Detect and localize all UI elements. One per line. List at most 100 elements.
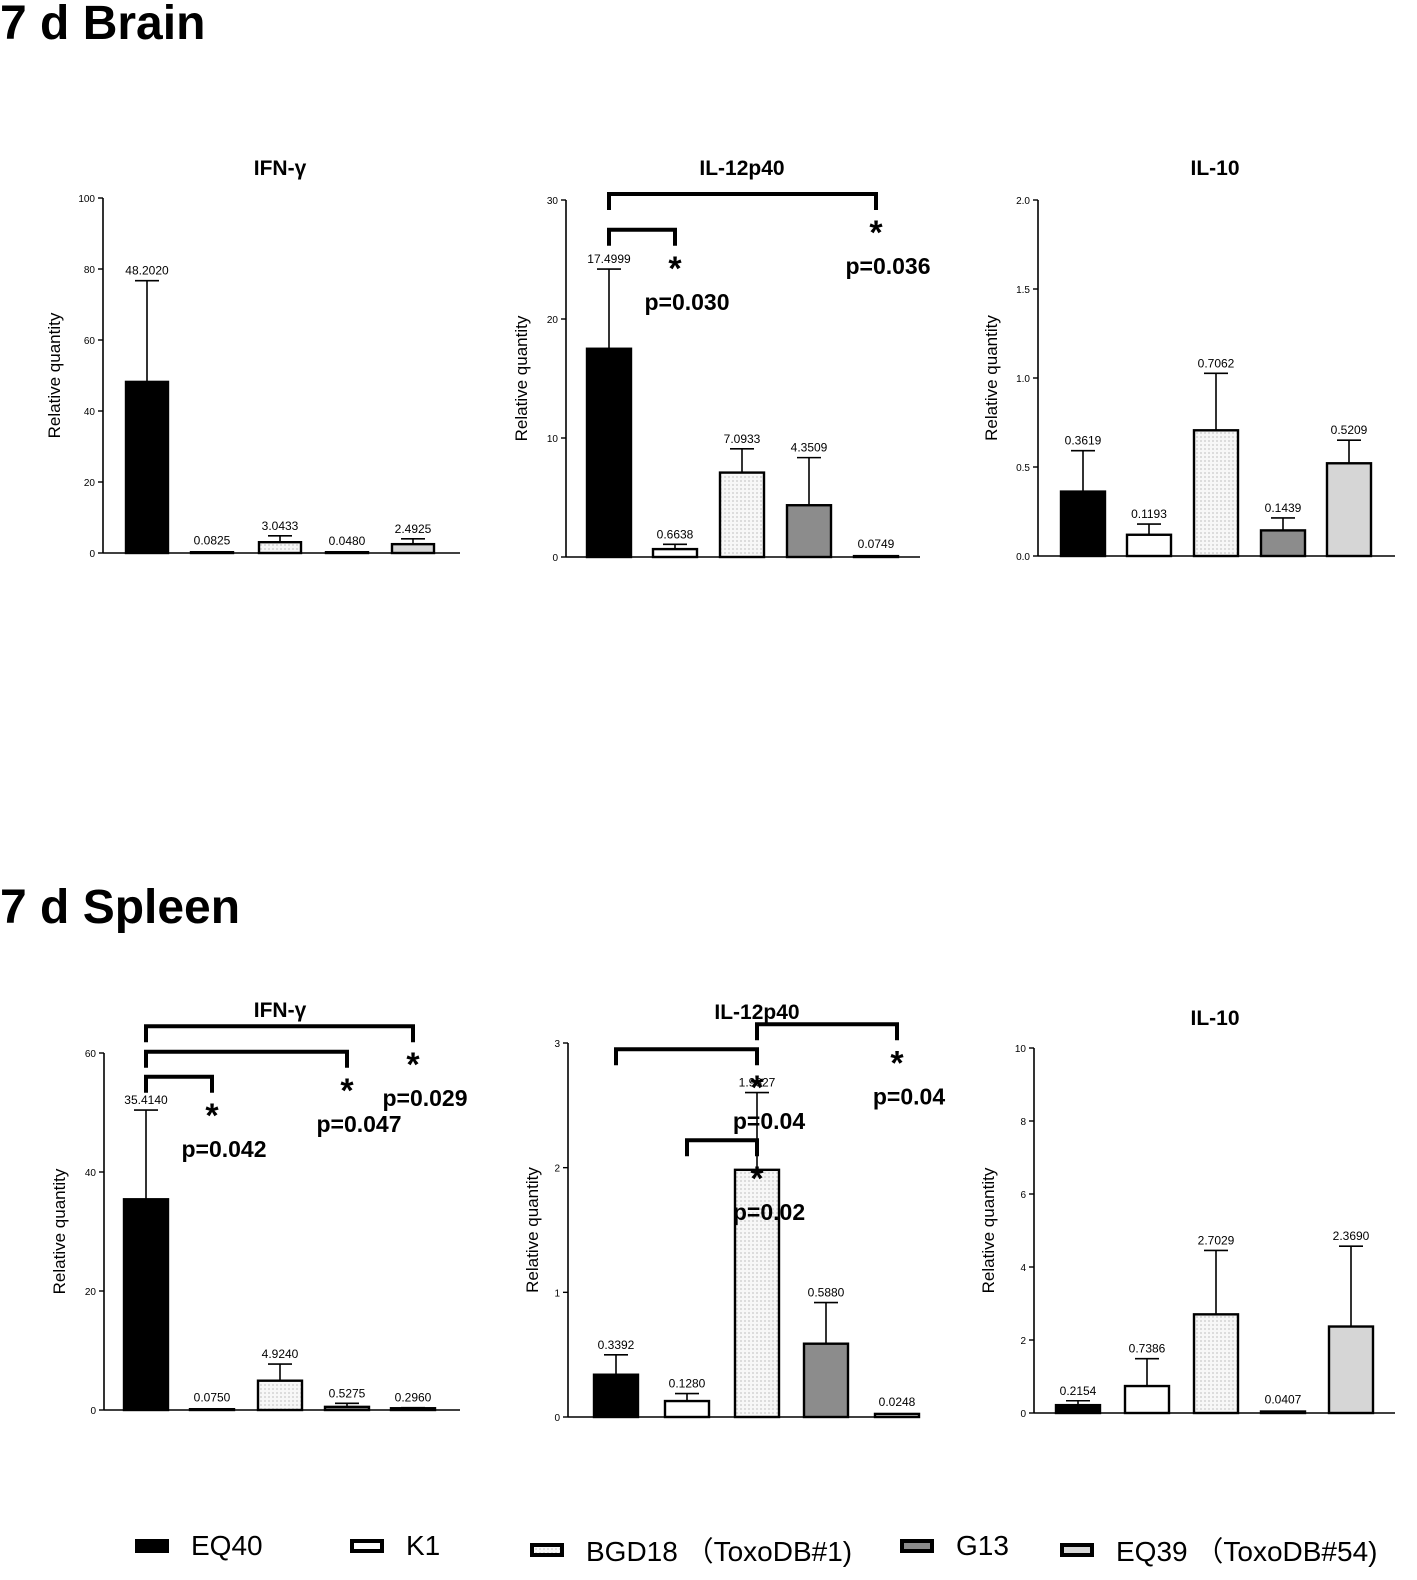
- p-value-label: p=0.04: [873, 1083, 945, 1109]
- bar-eq40: [585, 347, 633, 559]
- y-tick-label: 20: [85, 1287, 97, 1298]
- legend-label: G13: [956, 1530, 1009, 1561]
- y-tick-label: 1.0: [1016, 374, 1030, 385]
- significance-star: *: [750, 1069, 764, 1107]
- y-tick-label: 60: [85, 1049, 97, 1060]
- bar-eq39: [389, 1407, 437, 1412]
- significance-star: *: [205, 1097, 219, 1135]
- significance-star: *: [750, 1160, 764, 1198]
- bar-eq39: [1327, 1325, 1375, 1415]
- y-tick-label: 0: [89, 549, 95, 560]
- significance-bracket: [144, 1024, 415, 1043]
- legend-label: K1: [406, 1530, 441, 1561]
- y-tick-label: 0: [552, 553, 558, 564]
- bar-eq39: [1325, 462, 1373, 558]
- data-label: 48.2020: [125, 264, 169, 278]
- data-label: 0.2154: [1060, 1384, 1097, 1398]
- y-tick-label: 10: [1015, 1044, 1027, 1055]
- data-label: 0.5209: [1331, 423, 1368, 437]
- legend: EQ40 K1 BGD18 （ToxoDB#1) G13 EQ39 （ToxoDB#54…: [0, 1530, 1417, 1570]
- p-value-label: p=0.042: [181, 1136, 266, 1162]
- y-tick-label: 2.0: [1016, 196, 1030, 207]
- bar-eq39: [873, 1412, 921, 1419]
- chart-spleen-0: IFN-γ Relative quantity 0 20 40 60 35.4140 0.07…: [50, 999, 468, 1417]
- data-label: 0.5880: [808, 1286, 845, 1300]
- bar-g13: [323, 1405, 371, 1412]
- data-label: 4.9240: [262, 1347, 299, 1361]
- data-label: 0.1193: [1131, 507, 1167, 521]
- bar-g13: [802, 1342, 850, 1419]
- y-axis-label: Relative quantity: [982, 315, 1001, 441]
- significance-star: *: [406, 1046, 420, 1084]
- data-label: 0.0749: [858, 537, 895, 551]
- data-label: 0.0248: [879, 1395, 916, 1409]
- data-label: 0.0825: [194, 534, 231, 548]
- bar-g13: [324, 551, 370, 555]
- chart-title: IFN-γ: [254, 999, 307, 1022]
- chart-title: IL-10: [1190, 1007, 1239, 1030]
- chart-spleen-1: IL-12p40 Relative quantity 0 1 2 3 0.3392 0.128…: [523, 1001, 945, 1424]
- data-label: 35.4140: [124, 1093, 168, 1107]
- bar-eq39: [390, 542, 436, 555]
- y-tick-label: 80: [84, 265, 96, 276]
- bar-k1: [1123, 1384, 1171, 1415]
- significance-bracket: [607, 227, 677, 246]
- data-label: 0.5275: [329, 1386, 366, 1400]
- bar-eq40: [1059, 490, 1107, 558]
- significance-star: *: [890, 1044, 904, 1082]
- y-tick-label: 20: [547, 315, 559, 326]
- chart-brain-1: IL-12p40 Relative quantity 0 10 20 30 17.4999 0…: [512, 157, 931, 564]
- bar-k1: [651, 547, 699, 559]
- p-value-label: p=0.029: [382, 1085, 467, 1111]
- data-label: 0.6638: [657, 527, 694, 541]
- legend-swatch: [135, 1539, 169, 1553]
- bar-k1: [1125, 533, 1173, 558]
- bar-eq39: [852, 554, 900, 559]
- bar-k1: [188, 1407, 236, 1412]
- chart-spleen-2: IL-10 Relative quantity 0 2 4 6 8 10 0.2154 0.738…: [979, 1007, 1395, 1420]
- legend-swatch: [1060, 1543, 1094, 1557]
- legend-swatch: [350, 1539, 384, 1553]
- y-tick-label: 1: [554, 1288, 560, 1299]
- y-tick-label: 0.0: [1016, 552, 1030, 563]
- bar-k1: [189, 551, 235, 555]
- significance-star: *: [668, 250, 682, 288]
- bar-k1: [663, 1399, 711, 1419]
- chart-brain-2: IL-10 Relative quantity 0.0 0.5 1.0 1.5 2.0 0.3…: [982, 157, 1395, 563]
- data-label: 0.7386: [1129, 1342, 1166, 1356]
- bar-bgd18: [1192, 1313, 1240, 1415]
- bar-bgd18: [1192, 429, 1240, 558]
- y-tick-label: 6: [1020, 1190, 1026, 1201]
- data-label: 0.1439: [1265, 501, 1302, 515]
- legend-label: BGD18 （ToxoDB#1): [586, 1536, 853, 1567]
- bar-eq40: [124, 380, 170, 555]
- y-axis-label: Relative quantity: [512, 315, 531, 441]
- y-tick-label: 0: [1020, 1409, 1026, 1420]
- y-tick-label: 8: [1020, 1117, 1026, 1128]
- bar-bgd18: [718, 471, 766, 559]
- bar-g13: [1259, 1410, 1307, 1415]
- y-tick-label: 4: [1020, 1263, 1026, 1274]
- data-label: 0.0480: [329, 534, 366, 548]
- data-label: 1.9827: [739, 1076, 776, 1090]
- p-value-label: p=0.04: [733, 1108, 805, 1134]
- legend-item-2: BGD18 （ToxoDB#1): [530, 1530, 852, 1570]
- bar-g13: [1259, 529, 1307, 558]
- legend-label: EQ40: [191, 1530, 263, 1561]
- chart-brain-0: IFN-γ Relative quantity 0 20 40 60 80 100 48.202…: [45, 157, 460, 560]
- legend-item-0: EQ40: [135, 1530, 263, 1562]
- data-label: 0.0407: [1265, 1393, 1302, 1407]
- bar-eq40: [1054, 1403, 1102, 1415]
- y-tick-label: 3: [554, 1039, 560, 1050]
- data-label: 2.3690: [1333, 1229, 1370, 1243]
- data-label: 0.7062: [1198, 356, 1235, 370]
- significance-star: *: [869, 214, 883, 252]
- data-label: 4.3509: [791, 441, 828, 455]
- y-axis-label: Relative quantity: [979, 1167, 998, 1293]
- y-tick-label: 0: [90, 1406, 96, 1417]
- data-label: 0.3619: [1065, 434, 1102, 448]
- bar-g13: [785, 504, 833, 559]
- y-tick-label: 0: [554, 1413, 560, 1424]
- data-label: 0.2960: [395, 1391, 432, 1405]
- significance-bracket: [614, 1047, 759, 1066]
